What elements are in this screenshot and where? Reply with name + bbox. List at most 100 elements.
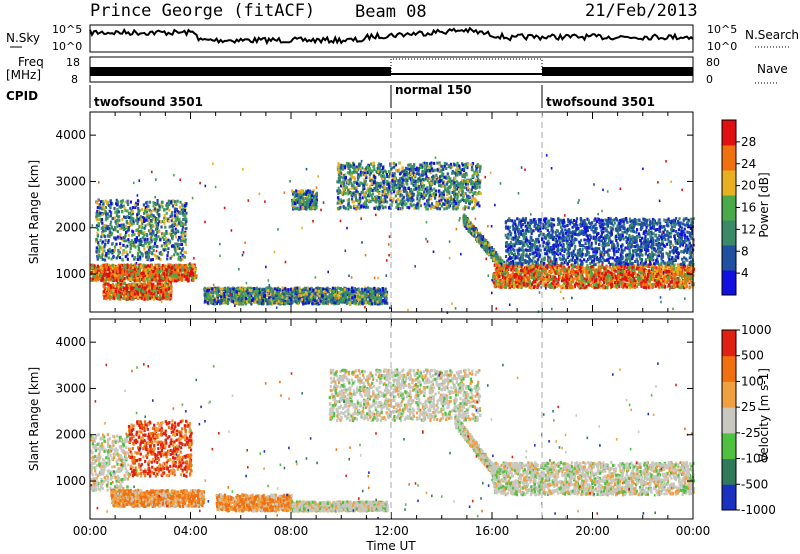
echo-pixel xyxy=(452,202,455,206)
echo-pixel xyxy=(392,186,396,190)
echo-pixel xyxy=(170,255,173,258)
echo-pixel xyxy=(129,294,133,298)
echo-pixel xyxy=(126,286,129,290)
echo-pixel xyxy=(97,243,100,247)
echo-pixel xyxy=(369,184,372,188)
echo-pixel xyxy=(191,271,194,275)
echo-pixel xyxy=(142,244,145,248)
echo-pixel xyxy=(315,299,318,303)
echo-pixel xyxy=(384,193,388,196)
echo-pixel xyxy=(133,279,136,283)
echo-pixel xyxy=(314,288,317,292)
echo-pixel xyxy=(169,241,172,245)
echo-pixel xyxy=(175,273,178,277)
echo-pixel xyxy=(96,257,99,261)
echo-pixel xyxy=(108,271,111,275)
echo-pixel xyxy=(240,286,243,290)
echo-pixel xyxy=(443,203,446,207)
echo-pixel xyxy=(277,291,280,294)
echo-pixel xyxy=(242,288,245,291)
echo-pixel xyxy=(139,284,142,288)
echo-pixel xyxy=(373,297,376,301)
echo-pixel xyxy=(176,199,179,203)
echo-pixel xyxy=(107,274,111,278)
echo-pixel xyxy=(180,231,183,235)
echo-pixel xyxy=(297,193,301,197)
echo-pixel xyxy=(98,209,101,213)
echo-pixel xyxy=(181,248,184,252)
echo-pixel xyxy=(109,223,112,226)
echo-pixel xyxy=(179,224,182,227)
echo-pixel xyxy=(212,294,215,298)
echo-pixel xyxy=(307,189,310,193)
echo-pixel xyxy=(118,256,122,260)
echo-pixel xyxy=(305,190,308,194)
echo-pixel xyxy=(128,268,131,272)
echo-pixel xyxy=(336,302,339,306)
echo-pixel xyxy=(138,242,141,246)
echo-pixel xyxy=(117,221,120,225)
echo-pixel xyxy=(324,301,327,305)
echo-pixel xyxy=(108,235,111,239)
echo-pixel xyxy=(165,240,168,244)
echo-pixel xyxy=(156,273,159,277)
echo-pixel xyxy=(129,241,132,245)
echo-pixel xyxy=(279,302,282,306)
echo-pixel xyxy=(105,291,108,295)
echo-pixel xyxy=(109,220,113,224)
echo-pixel xyxy=(143,238,146,242)
echo-pixel xyxy=(273,297,276,301)
echo-pixel xyxy=(143,233,146,237)
echo-pixel xyxy=(394,194,397,198)
echo-pixel xyxy=(143,279,146,283)
echo-pixel xyxy=(95,226,99,229)
echo-pixel xyxy=(452,204,455,207)
echo-pixel xyxy=(357,288,360,292)
echo-pixel xyxy=(176,217,179,221)
echo-pixel xyxy=(108,204,111,207)
echo-pixel xyxy=(146,245,149,249)
echo-pixel xyxy=(140,218,143,222)
echo-pixel xyxy=(168,239,171,243)
echo-pixel xyxy=(284,287,287,291)
echo-pixel xyxy=(330,292,334,296)
echo-pixel xyxy=(352,165,355,169)
echo-pixel xyxy=(123,239,126,243)
echo-pixel xyxy=(293,190,296,194)
echo-pixel xyxy=(185,211,188,215)
echo-pixel xyxy=(164,225,167,229)
echo-pixel xyxy=(141,275,145,279)
echo-pixel xyxy=(145,201,148,205)
echo-pixel xyxy=(289,291,292,294)
echo-pixel xyxy=(97,222,100,226)
echo-pixel xyxy=(457,190,461,194)
echo-pixel xyxy=(135,279,138,283)
echo-pixel xyxy=(244,292,247,296)
echo-pixel xyxy=(253,287,256,291)
echo-pixel xyxy=(285,291,288,295)
echo-pixel xyxy=(95,249,98,253)
echo-pixel xyxy=(363,169,366,173)
echo-pixel xyxy=(373,187,377,190)
echo-pixel xyxy=(319,287,323,291)
echo-pixel xyxy=(168,283,171,287)
echo-pixel xyxy=(304,301,307,305)
echo-pixel xyxy=(135,219,138,223)
echo-pixel xyxy=(315,201,318,205)
echo-pixel xyxy=(174,242,177,246)
echo-pixel xyxy=(152,208,155,212)
echo-pixel xyxy=(136,292,139,296)
echo-pixel xyxy=(154,295,157,299)
echo-pixel xyxy=(90,278,93,282)
echo-pixel xyxy=(158,263,161,267)
echo-pixel xyxy=(115,242,118,246)
echo-pixel xyxy=(103,268,106,272)
echo-pixel xyxy=(98,271,101,275)
echo-pixel xyxy=(105,213,108,217)
echo-pixel xyxy=(342,173,345,177)
echo-pixel xyxy=(338,163,341,167)
echo-pixel xyxy=(148,208,151,212)
echo-pixel xyxy=(453,181,456,185)
echo-pixel xyxy=(278,293,281,297)
echo-pixel xyxy=(143,226,146,230)
